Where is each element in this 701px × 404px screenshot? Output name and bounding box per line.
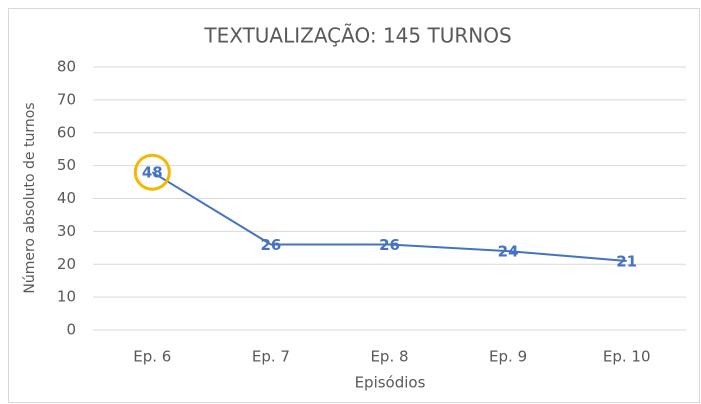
x-tick-label: Ep. 7 [252,348,290,366]
y-tick-label: 10 [57,288,76,306]
data-label: 26 [379,236,400,254]
data-label: 24 [498,243,519,261]
chart-frame [8,8,700,403]
data-label: 26 [260,236,281,254]
x-axis-title: Episódios [355,374,426,392]
y-axis-title: Número absoluto de turnos [22,102,38,293]
line [151,171,627,262]
x-tick-label: Ep. 6 [133,348,171,366]
y-tick-label: 0 [66,321,76,339]
y-tick-label: 40 [57,189,76,207]
y-tick-label: 20 [57,255,76,273]
x-tick-label: Ep. 9 [489,348,527,366]
y-tick-label: 80 [57,58,76,76]
data-label: 21 [616,252,637,270]
y-tick-label: 50 [57,156,76,174]
chart-title: TEXTUALIZAÇÃO: 145 TURNOS [203,24,511,48]
data-label: 48 [142,164,163,182]
y-tick-label: 30 [57,222,76,240]
y-tick-label: 70 [57,90,76,108]
x-tick-label: Ep. 8 [370,348,408,366]
highlight-circle [133,153,171,191]
y-tick-label: 60 [57,123,76,141]
x-tick-label: Ep. 10 [603,348,651,366]
